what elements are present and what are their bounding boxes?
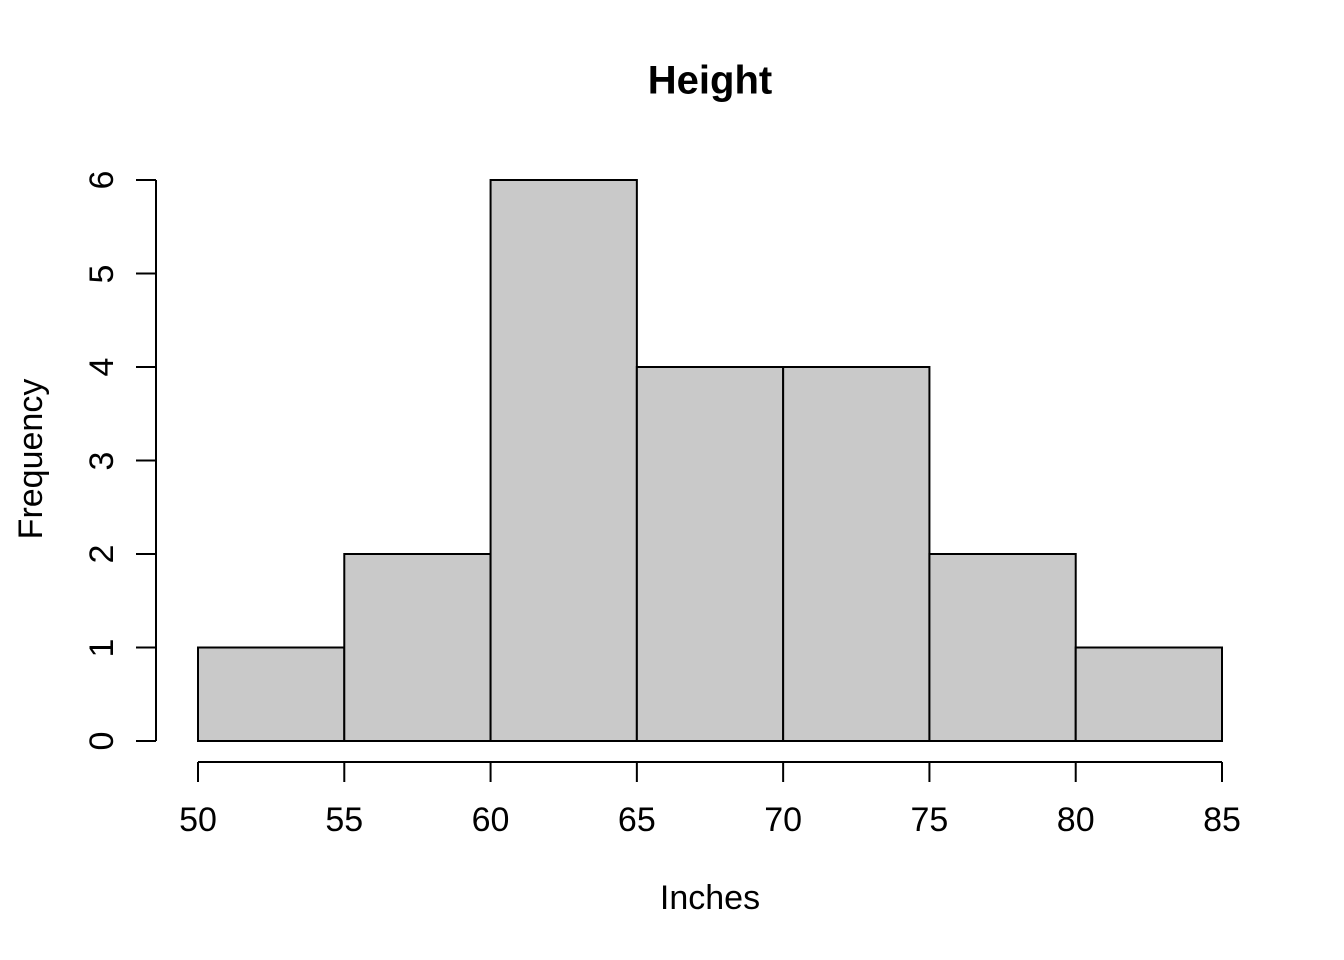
x-tick-label: 65: [617, 801, 656, 839]
histogram-bar: [1074, 646, 1223, 742]
histogram-bar: [197, 646, 346, 742]
y-tick-label: 4: [83, 357, 121, 377]
x-tick-label: 60: [471, 801, 510, 839]
y-tick-label: 2: [83, 544, 121, 564]
x-tick-label: 70: [764, 801, 803, 839]
chart-title: Height: [647, 58, 773, 103]
y-axis-label: Frequency: [12, 378, 50, 540]
histogram-bar: [635, 366, 785, 742]
y-tick-label: 3: [83, 451, 121, 470]
histogram-bar: [489, 179, 638, 742]
histogram-bar: [782, 366, 931, 742]
histogram-bar: [343, 553, 492, 742]
y-tick-label: 1: [83, 638, 121, 657]
y-tick-label: 0: [83, 731, 121, 751]
x-tick-label: 75: [910, 801, 949, 839]
x-tick-label: 55: [325, 801, 364, 839]
y-tick-label: 6: [83, 170, 121, 190]
x-tick-label: 80: [1056, 801, 1095, 839]
x-axis-label: Inches: [659, 879, 761, 917]
x-tick-label: 50: [179, 801, 217, 839]
histogram-bar: [928, 553, 1077, 742]
y-tick-label: 5: [83, 264, 121, 283]
x-tick-label: 85: [1203, 801, 1241, 839]
